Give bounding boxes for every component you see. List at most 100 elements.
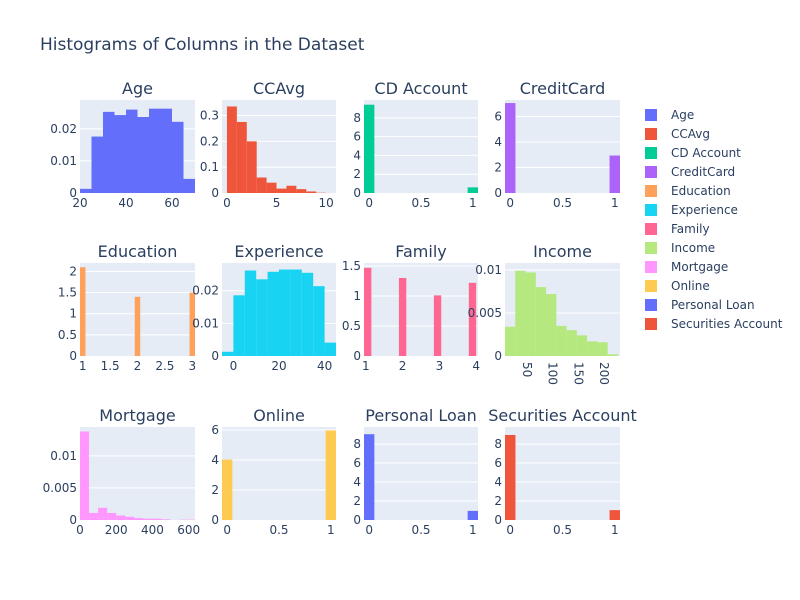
histogram-bar-securities-account[interactable] <box>505 434 516 520</box>
histogram-bar-age[interactable] <box>80 188 92 193</box>
histogram-bar-ccavg[interactable] <box>246 141 257 193</box>
legend-item-education[interactable]: Education <box>645 184 731 198</box>
histogram-bar-income[interactable] <box>556 325 567 356</box>
histogram-bar-mortgage[interactable] <box>161 519 171 520</box>
histogram-bar-online[interactable] <box>222 459 233 520</box>
histogram-bar-ccavg[interactable] <box>236 121 247 193</box>
x-tick-label: 200 <box>597 362 611 385</box>
histogram-bar-mortgage[interactable] <box>134 518 144 520</box>
subplot-income: Income 50 100 150 200 0 0.005 0.01 <box>468 242 620 385</box>
histogram-bar-mortgage[interactable] <box>152 518 162 520</box>
histogram-bar-family[interactable] <box>433 295 442 356</box>
histogram-bar-income[interactable] <box>525 272 536 356</box>
histogram-bar-ccavg[interactable] <box>296 189 307 193</box>
legend-item-family[interactable]: Family <box>645 222 710 236</box>
legend-item-cd-account[interactable]: CD Account <box>645 146 741 160</box>
histogram-bar-ccavg[interactable] <box>266 182 277 193</box>
legend-swatch <box>645 128 657 140</box>
histogram-bar-creditcard[interactable] <box>609 155 620 193</box>
histogram-bar-age[interactable] <box>126 109 138 193</box>
y-tick-label: 1.5 <box>342 259 361 273</box>
legend-item-personal-loan[interactable]: Personal Loan <box>645 298 755 312</box>
histogram-bar-mortgage[interactable] <box>143 518 153 520</box>
histogram-bar-experience[interactable] <box>324 342 336 356</box>
y-tick-label: 6 <box>353 130 361 144</box>
histogram-bar-mortgage[interactable] <box>116 515 126 520</box>
histogram-bar-cd-account[interactable] <box>467 187 478 193</box>
histogram-bar-education[interactable] <box>134 296 141 356</box>
legend-item-creditcard[interactable]: CreditCard <box>645 165 735 179</box>
histogram-bar-age[interactable] <box>91 136 104 193</box>
histogram-bar-ccavg[interactable] <box>276 188 287 193</box>
legend-item-age[interactable]: Age <box>645 108 694 122</box>
legend-swatch <box>645 147 657 159</box>
histogram-bar-personal-loan[interactable] <box>467 510 478 520</box>
histogram-bar-ccavg[interactable] <box>286 185 297 193</box>
histogram-bar-income[interactable] <box>546 294 557 356</box>
histogram-bar-family[interactable] <box>468 282 477 356</box>
histogram-bar-education[interactable] <box>80 267 86 356</box>
histogram-bar-income[interactable] <box>587 341 598 356</box>
histogram-bar-experience[interactable] <box>222 351 234 356</box>
histogram-bar-mortgage[interactable] <box>125 516 135 520</box>
histogram-bar-cd-account[interactable] <box>364 104 375 193</box>
legend-item-income[interactable]: Income <box>645 241 715 255</box>
histogram-bar-ccavg[interactable] <box>306 191 317 193</box>
histogram-bar-income[interactable] <box>576 335 588 356</box>
histogram-bar-income[interactable] <box>505 326 516 356</box>
histogram-bar-income[interactable] <box>535 287 547 356</box>
legend-item-ccavg[interactable]: CCAvg <box>645 127 710 141</box>
histogram-bar-mortgage[interactable] <box>107 512 117 520</box>
histogram-bar-experience[interactable] <box>233 295 245 356</box>
legend-item-online[interactable]: Online <box>645 279 710 293</box>
legend-label: CreditCard <box>671 165 735 179</box>
x-tick-label: 60 <box>164 196 179 210</box>
histogram-bar-age[interactable] <box>172 121 184 193</box>
x-tick-label: 1 <box>469 196 477 210</box>
histogram-bar-family[interactable] <box>364 267 372 356</box>
y-tick-label: 0.5 <box>342 319 361 333</box>
histogram-bar-age[interactable] <box>137 116 150 193</box>
x-tick-label: 20 <box>72 196 87 210</box>
subplot-experience: Experience 0 20 40 0 0.01 0.02 <box>192 242 336 373</box>
histogram-bar-experience[interactable] <box>279 269 291 356</box>
histogram-bar-family[interactable] <box>398 278 407 356</box>
histogram-bar-personal-loan[interactable] <box>364 434 375 520</box>
x-tick-label: 20 <box>271 359 286 373</box>
histogram-bar-ccavg[interactable] <box>226 106 237 193</box>
histogram-bar-experience[interactable] <box>301 272 314 356</box>
subplot-cd-account: CD Account 0 0.5 1 0 2 4 6 8 <box>353 79 478 210</box>
histogram-bar-experience[interactable] <box>244 270 257 356</box>
x-tick-label: 2 <box>134 359 142 373</box>
histogram-bar-securities-account[interactable] <box>609 510 620 520</box>
histogram-bar-mortgage[interactable] <box>98 507 108 520</box>
histogram-bar-online[interactable] <box>325 430 336 520</box>
histogram-bar-ccavg[interactable] <box>256 177 267 194</box>
legend-item-mortgage[interactable]: Mortgage <box>645 260 728 274</box>
histogram-bar-age[interactable] <box>160 108 173 193</box>
y-tick-label: 0 <box>494 349 502 363</box>
histogram-bar-age[interactable] <box>183 178 196 193</box>
histogram-bar-experience[interactable] <box>290 269 302 356</box>
histogram-bar-mortgage[interactable] <box>89 512 99 520</box>
legend-item-securities-account[interactable]: Securities Account <box>645 317 783 331</box>
histogram-bar-experience[interactable] <box>267 271 279 356</box>
legend-item-experience[interactable]: Experience <box>645 203 738 217</box>
histogram-bar-creditcard[interactable] <box>505 103 516 193</box>
legend-swatch <box>645 223 657 235</box>
histogram-bar-age[interactable] <box>103 111 115 193</box>
histogram-bar-income[interactable] <box>607 354 618 356</box>
histogram-bar-education[interactable] <box>189 292 195 356</box>
x-tick-label: 0 <box>223 196 231 210</box>
histogram-bar-age[interactable] <box>114 115 127 193</box>
histogram-bar-experience[interactable] <box>313 286 325 356</box>
histogram-bar-age[interactable] <box>149 108 161 193</box>
x-tick-label: 0.5 <box>411 196 430 210</box>
x-tick-label: 150 <box>571 362 585 385</box>
legend[interactable]: Age CCAvg CD Account CreditCard Education Exp… <box>645 108 783 331</box>
histogram-bar-income[interactable] <box>597 342 608 356</box>
histogram-bar-income[interactable] <box>566 330 577 356</box>
histogram-bar-income[interactable] <box>515 270 526 356</box>
histogram-bar-mortgage[interactable] <box>80 431 90 520</box>
histogram-bar-experience[interactable] <box>256 279 268 356</box>
